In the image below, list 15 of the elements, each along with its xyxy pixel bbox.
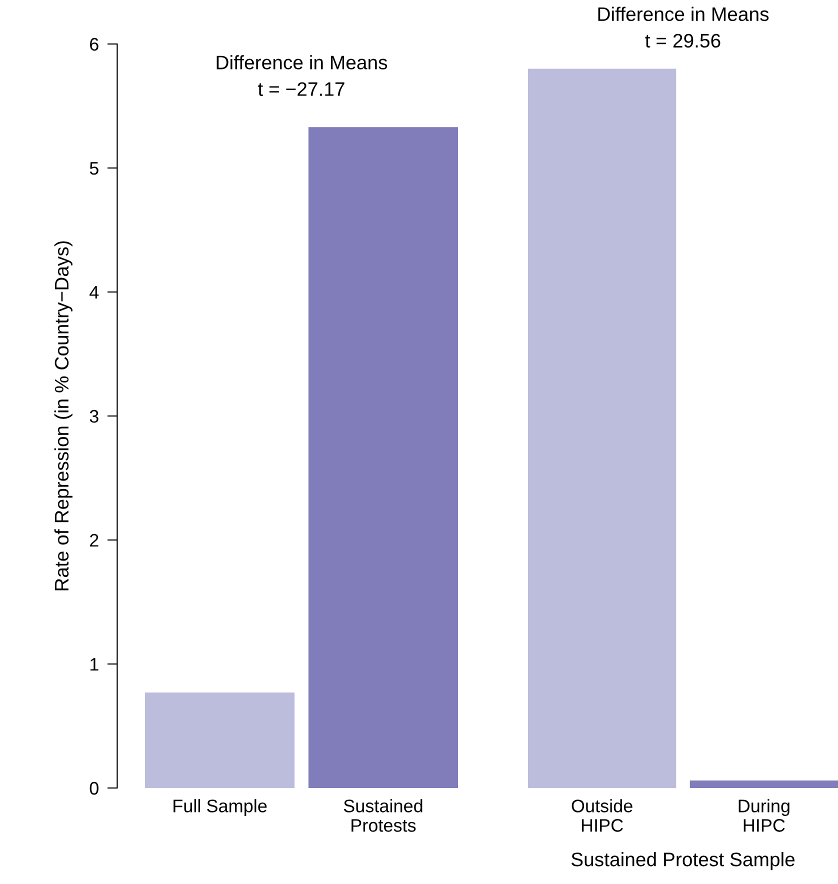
x-tick-label: Outside HIPC: [572, 799, 632, 832]
y-tick-label: 3: [90, 410, 98, 423]
y-tick-label: 5: [90, 162, 98, 175]
y-axis-title: Rate of Repression (in % Country−Days): [54, 241, 72, 590]
annotation: Difference in Means t = 29.56: [598, 6, 769, 48]
y-tick-label: 6: [90, 38, 98, 51]
x-axis-title: Sustained Protest Sample: [571, 852, 795, 870]
x-tick-label: During HIPC: [738, 799, 790, 832]
x-tick-label: Full Sample: [174, 799, 267, 816]
y-tick-label: 0: [90, 782, 98, 795]
y-tick-label: 2: [90, 534, 98, 547]
y-tick-label: 1: [90, 658, 98, 671]
x-tick-label: Sustained Protests: [344, 799, 422, 832]
annotation: Difference in Means t = −27.17: [216, 55, 388, 96]
y-tick-label: 4: [90, 286, 99, 299]
